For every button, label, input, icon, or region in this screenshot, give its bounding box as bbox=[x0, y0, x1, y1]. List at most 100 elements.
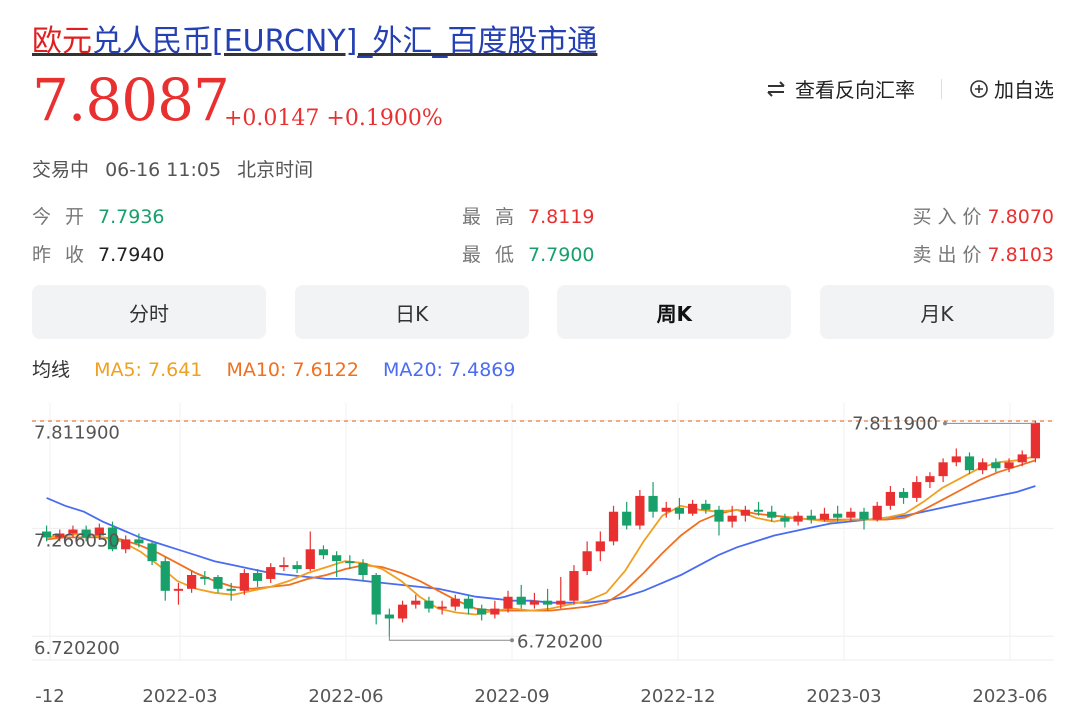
y-tick-label: 6.720200 bbox=[34, 638, 120, 659]
quote-high: 最高7.8119 bbox=[462, 202, 595, 229]
candle bbox=[569, 565, 579, 605]
candle-body bbox=[252, 573, 263, 581]
candle-body bbox=[411, 600, 421, 605]
y-tick-label: 7.811900 bbox=[34, 422, 120, 443]
candle-body bbox=[951, 456, 961, 463]
candles bbox=[41, 420, 1041, 637]
candle-body bbox=[292, 565, 302, 570]
candle bbox=[213, 574, 223, 593]
open-label: 今开 bbox=[32, 206, 99, 228]
candle-body bbox=[701, 503, 711, 510]
candle bbox=[490, 600, 500, 619]
x-tick-label: 2023-06 bbox=[972, 686, 1047, 707]
candle bbox=[239, 569, 249, 595]
candle bbox=[793, 511, 803, 526]
candle-body bbox=[1030, 422, 1041, 459]
low-label: 最低 bbox=[462, 244, 529, 266]
tab-weekly-k[interactable]: 周K bbox=[557, 285, 792, 339]
candle-body bbox=[991, 462, 1001, 469]
candle-body bbox=[213, 576, 223, 589]
add-watchlist-button[interactable]: 加自选 bbox=[968, 74, 1054, 103]
candle-body bbox=[279, 565, 289, 568]
current-price: 7.8087 bbox=[32, 66, 230, 134]
candle bbox=[318, 545, 329, 560]
candle bbox=[411, 594, 421, 609]
candle-body bbox=[688, 503, 698, 514]
candle-body bbox=[424, 600, 434, 609]
chart-period-tabs: 分时 日K 周K 月K bbox=[32, 285, 1054, 339]
candle-body bbox=[714, 509, 724, 522]
candlestick-chart[interactable]: 7.811900 6.720200 7.811900 7.266050 6.720200… bbox=[0, 395, 1080, 710]
candle-body bbox=[450, 598, 460, 607]
tab-monthly-k[interactable]: 月K bbox=[819, 285, 1054, 339]
candle bbox=[635, 489, 645, 530]
x-tick-label: 2022-06 bbox=[308, 686, 383, 707]
tab-intraday[interactable]: 分时 bbox=[32, 285, 266, 339]
open-value: 7.7936 bbox=[98, 206, 165, 228]
candle-body bbox=[622, 511, 632, 526]
title-part1[interactable]: 欧元 bbox=[32, 24, 92, 59]
candle bbox=[477, 604, 487, 621]
candle bbox=[582, 541, 592, 575]
candle-body bbox=[160, 561, 170, 591]
reverse-rate-button[interactable]: 查看反向汇率 bbox=[765, 74, 915, 103]
candle bbox=[556, 576, 566, 609]
min-marker-line bbox=[388, 628, 512, 641]
candle-body bbox=[397, 604, 408, 619]
candle-body bbox=[490, 608, 500, 615]
candle bbox=[463, 594, 474, 615]
candle bbox=[964, 452, 975, 475]
page-title[interactable]: 欧元兑人民币[EURCNY]_外汇_百度股市通 bbox=[32, 16, 597, 60]
ma10-value: MA10: 7.6122 bbox=[226, 359, 359, 381]
candle-body bbox=[542, 600, 553, 605]
candle bbox=[266, 563, 276, 583]
candle-body bbox=[595, 541, 605, 552]
quote-open: 今开7.7936 bbox=[32, 202, 165, 229]
candle bbox=[1017, 450, 1027, 467]
candle bbox=[107, 521, 118, 552]
candle bbox=[898, 488, 909, 504]
high-value: 7.8119 bbox=[528, 206, 595, 228]
candle bbox=[279, 557, 289, 572]
candle bbox=[41, 525, 52, 542]
candle-body bbox=[885, 491, 895, 506]
tab-daily-k[interactable]: 日K bbox=[294, 285, 529, 339]
candle bbox=[727, 505, 737, 528]
candle bbox=[872, 501, 882, 522]
candle bbox=[978, 458, 988, 475]
candle-body bbox=[68, 529, 78, 534]
low-value: 7.7900 bbox=[528, 244, 595, 266]
chart-labels: 7.811900 6.720200 7.811900 7.266050 6.720200… bbox=[34, 413, 1048, 707]
candle bbox=[819, 507, 830, 522]
candle bbox=[925, 472, 935, 489]
candle-body bbox=[226, 588, 236, 591]
candle-body bbox=[371, 574, 381, 615]
candle bbox=[595, 531, 605, 562]
candle bbox=[516, 584, 526, 609]
candle-body bbox=[200, 576, 210, 579]
candle bbox=[608, 505, 619, 546]
ma5-value: MA5: 7.641 bbox=[94, 359, 203, 381]
candle-body bbox=[503, 596, 513, 609]
candle bbox=[332, 551, 342, 577]
candle-body bbox=[740, 509, 750, 516]
ma-label: 均线 bbox=[32, 359, 71, 381]
candle-body bbox=[463, 598, 474, 609]
quote-prev-close: 昨收7.7940 bbox=[32, 240, 165, 267]
candle-body bbox=[437, 606, 447, 609]
candle bbox=[450, 594, 460, 611]
candle bbox=[160, 557, 170, 601]
candle-body bbox=[846, 511, 856, 518]
min-marker-dot bbox=[510, 638, 514, 643]
y-tick-label: 7.266050 bbox=[34, 530, 120, 551]
candle-body bbox=[384, 614, 394, 619]
candle-body bbox=[345, 561, 355, 564]
candle-body bbox=[806, 515, 816, 520]
trading-status: 交易中 06-16 11:05 北京时间 bbox=[32, 155, 323, 182]
candle-body bbox=[661, 507, 671, 512]
divider bbox=[941, 78, 942, 99]
title-part2[interactable]: 兑人民币[EURCNY]_外汇_百度股市通 bbox=[92, 24, 598, 59]
candle bbox=[938, 458, 948, 483]
candle-body bbox=[516, 596, 526, 605]
candle bbox=[951, 448, 961, 467]
